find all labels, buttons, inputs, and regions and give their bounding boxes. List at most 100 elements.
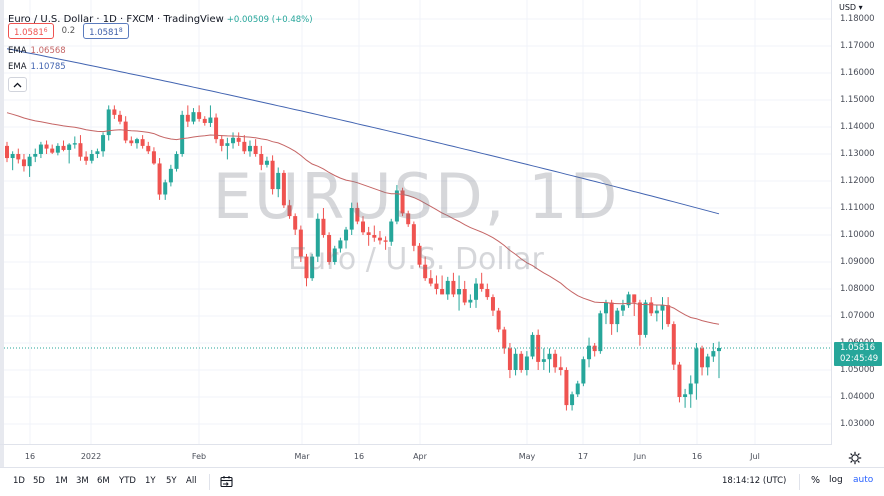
candle-up [575, 383, 580, 395]
range-button-5y[interactable]: 5Y [166, 476, 177, 486]
candle-down [637, 302, 642, 335]
candle-down [146, 145, 151, 152]
candle-down [298, 229, 303, 257]
candle-up [310, 256, 315, 279]
candle-up [247, 145, 252, 152]
candle-up [163, 182, 168, 195]
indicator-ema-slow[interactable]: EMA 1.10785 [8, 62, 66, 72]
price-tick-label: 1.09000 [840, 257, 875, 267]
candle-down [61, 145, 66, 150]
range-button-6m[interactable]: 6M [97, 476, 110, 486]
spread-value: 0.2 [61, 26, 76, 36]
candle-down [366, 232, 371, 235]
range-button-5d[interactable]: 5D [33, 476, 45, 486]
range-button-3m[interactable]: 3M [76, 476, 89, 486]
candle-down [304, 256, 309, 279]
candle-up [106, 109, 111, 136]
percent-scale-button[interactable]: % [811, 475, 821, 486]
price-chart-canvas[interactable] [0, 0, 832, 444]
candle-up [208, 117, 213, 123]
candle-down [553, 353, 558, 368]
candle-up [688, 383, 693, 395]
candle-up [27, 156, 32, 167]
candle-down [462, 289, 467, 303]
candle-down [281, 172, 286, 206]
candle-down [677, 364, 682, 397]
candle-up [101, 135, 106, 152]
collapse-legend-button[interactable] [8, 77, 27, 92]
candle-down [259, 154, 264, 165]
price-tick-label: 1.04000 [840, 392, 875, 402]
candle-down [140, 139, 145, 146]
last-price-tag: 1.05816 02:45:49 [834, 342, 882, 366]
candle-up [711, 351, 716, 357]
candle-down [485, 289, 490, 298]
candle-down [428, 278, 433, 284]
candle-up [598, 313, 603, 352]
currency-selector[interactable]: USD ▾ [839, 3, 863, 12]
log-scale-button[interactable]: log [829, 475, 843, 485]
candle-down [202, 118, 207, 123]
candle-down [157, 163, 162, 195]
candle-down [16, 154, 21, 160]
candle-down [219, 139, 224, 146]
candle-up [180, 114, 185, 154]
range-button-ytd[interactable]: YTD [119, 476, 136, 486]
time-axis[interactable]: 16 2022 Feb Mar 16 Apr May 17 Jun 16 Jul [0, 444, 832, 466]
candle-down [632, 294, 637, 303]
chart-legend: Euro / U.S. Dollar · 1D · FXCM · Trading… [8, 7, 313, 26]
time-tick-label: Mar [294, 452, 310, 461]
candle-up [530, 334, 535, 357]
go-to-date-button[interactable] [219, 474, 235, 490]
calendar-goto-icon [220, 476, 233, 488]
candle-up [338, 240, 343, 249]
candle-up [445, 280, 450, 295]
candle-down [666, 305, 671, 325]
candle-up [660, 305, 665, 311]
candle-up [276, 172, 281, 190]
candle-up [457, 289, 462, 295]
chart-pane[interactable]: EURUSD, 1D Euro / U.S. Dollar Euro / U.S… [0, 0, 832, 444]
candle-up [174, 154, 179, 169]
range-button-1m[interactable]: 1M [55, 476, 68, 486]
range-button-1d[interactable]: 1D [13, 476, 25, 486]
candle-down [490, 297, 495, 311]
symbol-title[interactable]: Euro / U.S. Dollar · 1D · FXCM · Trading… [8, 14, 224, 25]
chart-settings-button[interactable] [848, 450, 862, 465]
ask-price: 1.0581 [89, 28, 119, 38]
candle-down [502, 329, 507, 349]
candle-down [592, 345, 597, 352]
candle-up [587, 345, 592, 360]
price-tick-label: 1.13000 [840, 149, 875, 159]
range-button-1y[interactable]: 1Y [145, 476, 156, 486]
candle-up [33, 154, 38, 157]
candle-down [400, 190, 405, 214]
candle-up [332, 248, 337, 262]
indicator-ema-fast[interactable]: EMA 1.06568 [8, 46, 66, 56]
price-change: +0.00509 (+0.48%) [226, 15, 313, 25]
price-axis[interactable]: USD ▾ 1.18000 1.17000 1.16000 1.15000 1.1400… [832, 0, 884, 444]
candle-up [705, 356, 710, 368]
toolbar-divider [209, 474, 210, 490]
candle-down [112, 109, 117, 115]
time-tick-label: Jun [633, 452, 647, 461]
candle-up [570, 394, 575, 406]
sell-price-button[interactable]: 1.05816 [8, 23, 54, 39]
utc-clock[interactable]: 18:14:12 (UTC) [722, 476, 787, 486]
candle-down [118, 114, 123, 122]
candle-down [78, 143, 83, 157]
candle-up [231, 137, 236, 144]
candle-down [558, 367, 563, 370]
candle-down [496, 310, 501, 330]
bottom-toolbar: 1D 5D 1M 3M 6M YTD 1Y 5Y All 18:14:12 (UTC) % lo… [0, 467, 884, 496]
buy-price-button[interactable]: 1.05818 [83, 23, 129, 39]
candle-up [315, 218, 320, 257]
auto-scale-button[interactable]: auto [853, 475, 874, 485]
candle-up [547, 353, 552, 360]
candle-down [253, 145, 258, 154]
candle-up [541, 359, 546, 362]
candle-down [451, 280, 456, 295]
range-button-all[interactable]: All [186, 476, 197, 486]
indicator-name: EMA [8, 62, 27, 72]
